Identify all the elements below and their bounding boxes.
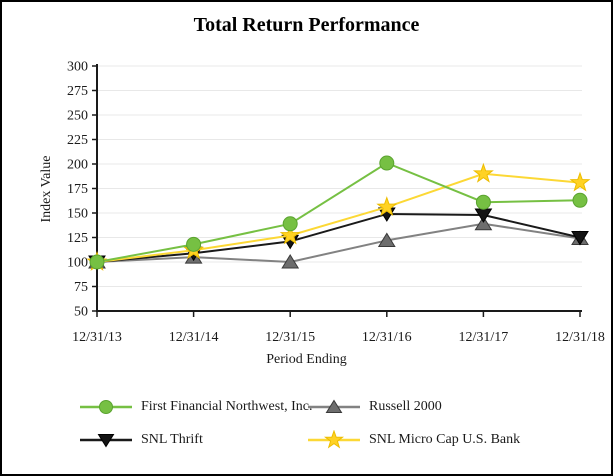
legend-marker-circle-icon: [80, 400, 132, 414]
svg-text:12/31/17: 12/31/17: [459, 330, 509, 345]
series-russell-2000: [88, 215, 589, 269]
svg-text:50: 50: [74, 305, 88, 320]
legend-label: Russell 2000: [369, 399, 442, 414]
svg-text:12/31/16: 12/31/16: [362, 330, 412, 345]
svg-text:12/31/13: 12/31/13: [72, 330, 122, 345]
legend-marker-triangle-down-icon: [80, 434, 132, 448]
legend-item-first-financial: First Financial Northwest, Inc.: [80, 397, 312, 417]
legend-marker-triangle-up-icon: [308, 399, 360, 413]
legend-label: First Financial Northwest, Inc.: [141, 399, 313, 414]
y-axis-title: Index Value: [39, 155, 54, 223]
svg-text:150: 150: [67, 207, 88, 222]
svg-text:12/31/14: 12/31/14: [169, 330, 219, 345]
svg-text:12/31/15: 12/31/15: [265, 330, 315, 345]
chart-title: Total Return Performance: [193, 14, 420, 36]
x-tick-labels: 12/31/13 12/31/14 12/31/15 12/31/16 12/31/17…: [72, 330, 605, 345]
y-tick-labels: 50 75 100 125 150 175 200 225 250 275 300: [67, 60, 88, 320]
legend-item-russell-2000: Russell 2000: [308, 397, 442, 417]
gridlines: [98, 65, 582, 287]
svg-text:300: 300: [67, 60, 88, 75]
svg-text:200: 200: [67, 158, 88, 173]
series-first-financial-northwest-inc-: [89, 155, 588, 270]
svg-text:100: 100: [67, 256, 88, 271]
legend-label: SNL Thrift: [141, 432, 203, 447]
series-snl-micro-cap-u-s-bank: [86, 162, 591, 271]
series-snl-thrift: [88, 207, 589, 270]
svg-text:12/31/18: 12/31/18: [555, 330, 605, 345]
legend-label: SNL Micro Cap U.S. Bank: [369, 432, 521, 447]
legend-item-snl-thrift: SNL Thrift: [80, 430, 203, 450]
svg-text:175: 175: [67, 182, 88, 197]
x-axis-title: Period Ending: [266, 352, 347, 367]
svg-text:225: 225: [67, 133, 88, 148]
svg-text:275: 275: [67, 84, 88, 99]
legend-item-snl-micro-cap: SNL Micro Cap U.S. Bank: [308, 430, 520, 450]
svg-text:75: 75: [74, 280, 88, 295]
axes: [92, 64, 582, 317]
legend-marker-star-icon: [308, 430, 360, 449]
svg-text:250: 250: [67, 109, 88, 124]
svg-text:125: 125: [67, 231, 88, 246]
